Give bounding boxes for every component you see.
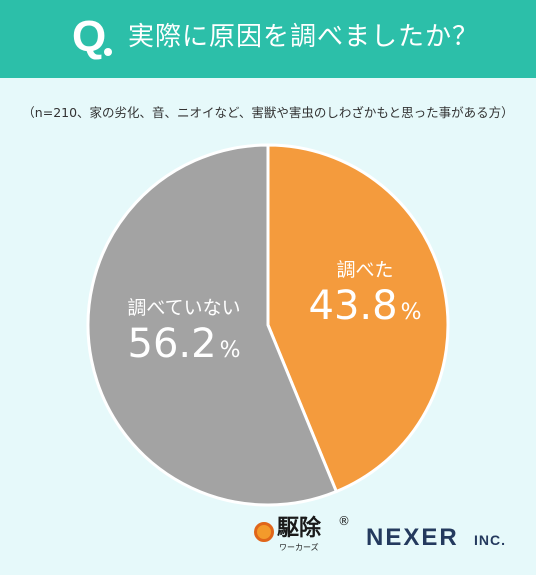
nexer-logo: NEXER [366, 524, 459, 551]
slice-name-not-investigated: 調べていない [127, 297, 241, 319]
slice-label-not-investigated: 調べていない 56.2% [104, 296, 264, 368]
slice-value-not-investigated: 56.2 [127, 321, 217, 367]
nexer-inc-logo: INC. [474, 532, 506, 548]
slice-unit-investigated: % [400, 300, 422, 325]
kujo-workers-logo-icon [254, 522, 274, 542]
question-title: 実際に原因を調べましたか？ [128, 22, 480, 52]
slice-unit-not-investigated: % [219, 338, 241, 363]
kujo-workers-sub: ワーカーズ [279, 543, 319, 552]
logo-area: 駆除 ® ワーカーズ NEXER INC. [0, 512, 536, 562]
pie-slice-not-investigated [86, 143, 339, 507]
sample-note: （n=210、家の劣化、音、ニオイなど、害獣や害虫のしわざかもと思った事がある方… [22, 105, 514, 120]
slice-value-investigated: 43.8 [308, 283, 398, 329]
registered-mark: ® [338, 514, 350, 528]
q-dot [104, 48, 112, 56]
slice-label-investigated: 調べた 43.8% [285, 258, 445, 330]
header-bar: Q 実際に原因を調べましたか？ [0, 0, 536, 78]
kujo-workers-logo: 駆除 [277, 516, 322, 541]
q-mark: Q [72, 12, 107, 61]
slice-name-investigated: 調べた [336, 259, 394, 281]
pie-slice-investigated [266, 143, 450, 494]
